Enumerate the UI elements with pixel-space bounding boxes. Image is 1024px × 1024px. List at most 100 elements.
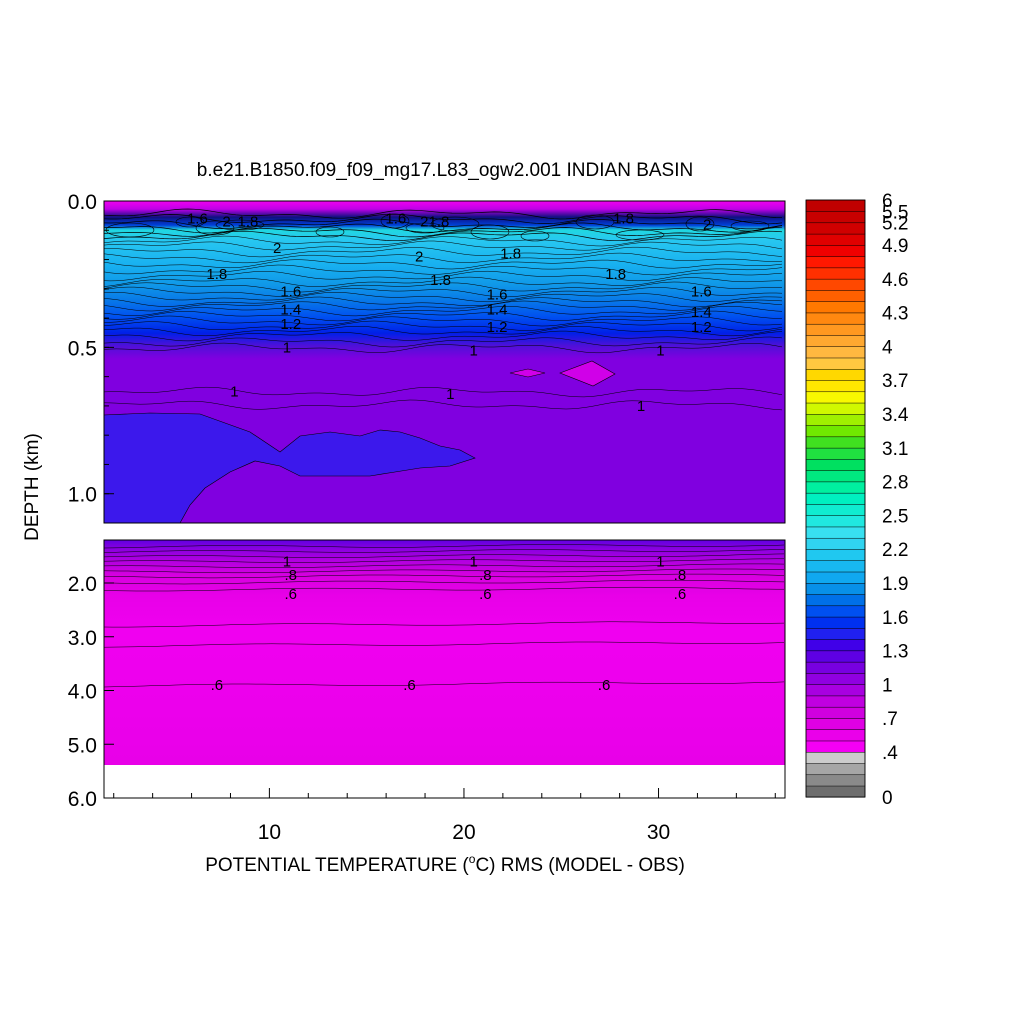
colorbar-label: 4.6 bbox=[882, 270, 908, 291]
contour-label: 1 bbox=[470, 342, 478, 359]
contour-line bbox=[104, 270, 783, 282]
colorbar-swatch bbox=[805, 717, 866, 730]
colorbar-swatch bbox=[805, 278, 866, 291]
colorbar-swatch bbox=[805, 560, 866, 573]
colorbar-swatch bbox=[805, 312, 866, 325]
contour-line bbox=[104, 336, 783, 348]
contour-loop bbox=[730, 220, 770, 232]
x-axis: 10 20 30 bbox=[113, 788, 776, 844]
contour-loop bbox=[380, 213, 410, 229]
contour-label: 1.8 bbox=[238, 213, 259, 230]
contour-line bbox=[104, 281, 783, 293]
contour-label: 1.8 bbox=[605, 266, 626, 283]
colorbar-label: .7 bbox=[882, 709, 898, 730]
contour-label: .6 bbox=[211, 677, 224, 694]
contour-label: 1.6 bbox=[385, 211, 406, 228]
colorbar-swatch bbox=[805, 650, 866, 663]
x-tick-label: 30 bbox=[647, 821, 670, 844]
colorbar-swatch bbox=[805, 222, 866, 235]
colorbar-swatch bbox=[805, 695, 866, 708]
colorbar-swatch bbox=[805, 492, 866, 505]
contour-label: .8 bbox=[479, 567, 492, 584]
y-axis-label: DEPTH (km) bbox=[22, 433, 43, 541]
contour-line bbox=[104, 259, 783, 270]
bottom-panel-field bbox=[104, 540, 785, 765]
contour-label: 1.6 bbox=[187, 211, 208, 228]
contour-line bbox=[104, 246, 783, 258]
contour-loop bbox=[470, 224, 510, 240]
contour-line bbox=[104, 681, 785, 688]
colorbar-swatch bbox=[805, 537, 866, 550]
colorbar-swatch bbox=[805, 244, 866, 257]
magenta-patch bbox=[509, 368, 546, 378]
contour-line bbox=[104, 563, 785, 568]
colorbar-label: 3.4 bbox=[882, 405, 909, 426]
contour-line bbox=[104, 342, 783, 354]
contour-line bbox=[104, 399, 783, 411]
contour-label: 2 bbox=[273, 240, 281, 257]
contour-line bbox=[104, 252, 783, 264]
colorbar-label: 2.2 bbox=[882, 540, 908, 561]
contour-label: 1.6 bbox=[691, 284, 712, 301]
colorbar-label: 2.5 bbox=[882, 506, 908, 527]
contour-label: 1.8 bbox=[206, 266, 227, 283]
colorbar-swatch bbox=[805, 605, 866, 618]
colorbar-swatch bbox=[805, 391, 866, 404]
contour-line bbox=[104, 568, 785, 574]
contour-loop bbox=[430, 216, 480, 232]
contour-line bbox=[104, 549, 785, 553]
bottom-panel-frame bbox=[103, 539, 786, 799]
colorbar: 0 .4 .7 1 1.3 1.6 1.9 2.2 2.5 2.8 3.1 3.4 3.7 4 4.3 4.6… bbox=[805, 191, 909, 809]
colorbar-swatch bbox=[805, 571, 866, 584]
contour-line bbox=[104, 573, 785, 579]
colorbar-swatch bbox=[805, 289, 866, 302]
contour-line bbox=[104, 208, 783, 220]
contour-label: 2 bbox=[415, 249, 423, 266]
contour-line bbox=[104, 641, 785, 648]
contour-label: 1.4 bbox=[691, 304, 712, 321]
contour-label: 21.8 bbox=[420, 213, 449, 230]
colorbar-swatch bbox=[805, 346, 866, 359]
colorbar-label: 1.3 bbox=[882, 642, 908, 663]
y-tick-label: 6.0 bbox=[68, 788, 97, 811]
contour-loop bbox=[315, 226, 345, 238]
contour-label: 1.8 bbox=[430, 272, 451, 289]
colorbar-swatch bbox=[805, 481, 866, 494]
bottom-contour-labels: 1 1 1.8.8.8.6.6.6.6.6.6 bbox=[211, 554, 687, 695]
contour-loop bbox=[615, 229, 665, 241]
y-tick-label: 3.0 bbox=[68, 627, 97, 650]
contour-label: 1.6 bbox=[280, 284, 301, 301]
colorbar-swatch bbox=[805, 233, 866, 246]
colorbar-swatch bbox=[805, 661, 866, 674]
top-contour-lines bbox=[104, 208, 783, 411]
x-tick-label: 10 bbox=[258, 821, 281, 844]
colorbar-label: 1.6 bbox=[882, 608, 908, 629]
contour-label: 1 bbox=[283, 339, 291, 356]
contour-label: 1 bbox=[656, 554, 664, 571]
y-tick-label: 2.0 bbox=[68, 573, 97, 596]
x-tick-label: 20 bbox=[452, 821, 475, 844]
contour-label: 2 bbox=[222, 213, 230, 230]
colorbar-label: 3.1 bbox=[882, 439, 908, 460]
colorbar-swatch bbox=[805, 740, 866, 753]
contour-line bbox=[104, 558, 784, 563]
contour-label: 1 bbox=[446, 386, 454, 403]
contour-line bbox=[104, 300, 783, 312]
colorbar-label: 6 bbox=[882, 191, 893, 212]
contour-line bbox=[104, 553, 785, 558]
contour-line bbox=[104, 310, 782, 322]
contour-line bbox=[104, 240, 783, 251]
contour-line bbox=[104, 305, 783, 317]
contour-loop bbox=[195, 220, 235, 236]
y-tick-label: 0.5 bbox=[68, 337, 97, 360]
colorbar-swatch bbox=[805, 639, 866, 652]
y-tick-label: 4.0 bbox=[68, 681, 97, 704]
colorbar-frame bbox=[805, 199, 866, 798]
contour-line bbox=[104, 286, 783, 298]
contour-label: 1 bbox=[656, 342, 664, 359]
top-contour-labels: 1.6 2 1.8 1.6 21.8 1.8 222 1.81.8 1.8 1.81.6 1.6 1.… bbox=[187, 211, 712, 415]
contour-label: 1.2 bbox=[280, 316, 301, 333]
colorbar-swatch bbox=[805, 503, 866, 516]
contour-label: .6 bbox=[674, 586, 687, 603]
